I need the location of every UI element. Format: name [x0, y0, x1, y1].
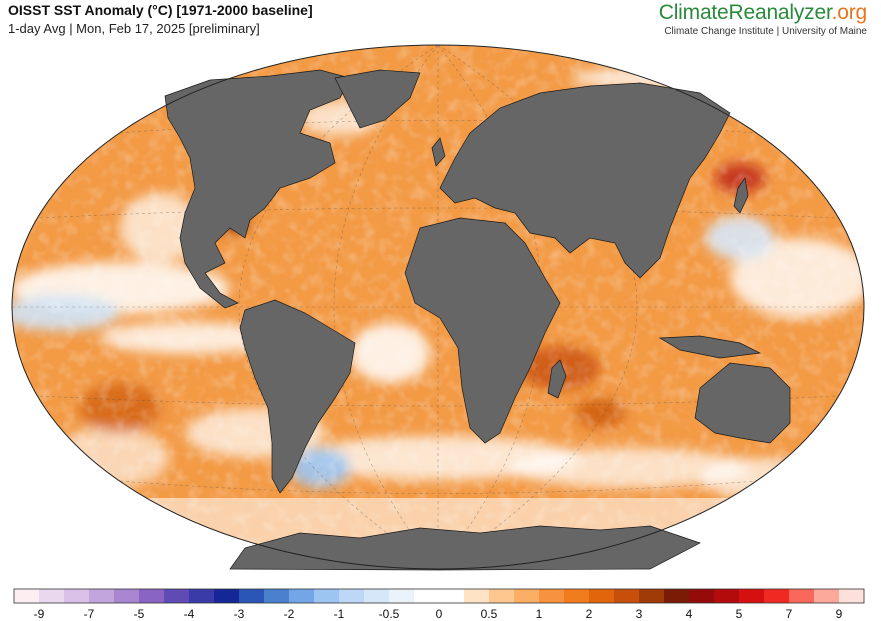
japan	[733, 177, 749, 214]
legend-swatch	[264, 589, 290, 603]
legend-tick-label: -9	[34, 607, 45, 621]
greenland	[334, 69, 421, 129]
legend-swatch	[89, 589, 115, 603]
legend-tick-label: -7	[84, 607, 95, 621]
legend-tick-label: 9	[836, 607, 843, 621]
legend-tick-label: -3	[234, 607, 245, 621]
legend-swatch	[489, 589, 515, 603]
legend-swatch	[689, 589, 715, 603]
legend-swatch	[64, 589, 90, 603]
brand-name: ClimateReanalyzer	[658, 1, 832, 24]
globe-outline	[11, 44, 865, 570]
legend-swatch	[664, 589, 690, 603]
legend-tick-labels: -9 -7 -5 -4 -3 -2 -1 -0.5 0 0.5 1 2 3 4 5 7 9	[34, 607, 843, 621]
brand-domain: .org	[831, 1, 868, 24]
indonesia	[658, 335, 762, 359]
legend-tick-label: 7	[786, 607, 793, 621]
sst-anomaly-map	[11, 44, 865, 571]
legend-tick-label: -4	[184, 607, 195, 621]
legend-tick-label: 4	[686, 607, 693, 621]
legend-swatch	[539, 589, 565, 603]
legend-swatches	[14, 589, 865, 603]
legend-swatch	[514, 589, 540, 603]
legend-swatch	[589, 589, 615, 603]
brand-logo[interactable]: ClimateReanalyzer.org	[659, 1, 867, 25]
legend-swatch	[789, 589, 815, 603]
legend-swatch	[164, 589, 190, 603]
europe-asia	[439, 82, 731, 279]
legend-swatch	[139, 589, 165, 603]
brand-tagline: Climate Change Institute | University of…	[664, 26, 867, 37]
legend-swatch	[214, 589, 240, 603]
legend-swatch	[289, 589, 315, 603]
land-layer	[164, 69, 791, 571]
legend-swatch	[839, 589, 865, 603]
legend-swatch	[239, 589, 265, 603]
legend-swatch	[614, 589, 640, 603]
legend-swatch	[739, 589, 765, 603]
legend-swatch	[339, 589, 365, 603]
north-america	[164, 69, 351, 309]
legend-tick-label: -5	[134, 607, 145, 621]
australia	[694, 362, 791, 444]
legend-tick-label: 5	[736, 607, 743, 621]
legend-tick-label: 2	[586, 607, 593, 621]
legend-swatch	[364, 589, 390, 603]
legend-swatch	[764, 589, 790, 603]
legend-swatch	[389, 589, 415, 603]
south-america	[239, 299, 356, 494]
legend-tick-label: -2	[284, 607, 295, 621]
legend-tick-label: 0.5	[481, 607, 498, 621]
legend-tick-label: -0.5	[379, 607, 400, 621]
antarctica	[229, 525, 701, 571]
legend-swatch	[14, 589, 40, 603]
madagascar	[547, 359, 567, 399]
legend-swatch	[464, 589, 490, 603]
legend-tick-label: 3	[636, 607, 643, 621]
legend-tick-label: -1	[334, 607, 345, 621]
legend-swatch	[564, 589, 590, 603]
legend-tick-label: 0	[436, 607, 443, 621]
color-legend: -9 -7 -5 -4 -3 -2 -1 -0.5 0 0.5 1 2 3 4 5 7 9	[13, 588, 865, 621]
legend-swatch	[439, 589, 465, 603]
legend-swatch	[714, 589, 740, 603]
page-title: OISST SST Anomaly (°C) [1971-2000 baseli…	[8, 2, 313, 18]
legend-swatch	[314, 589, 340, 603]
legend-swatch	[814, 589, 840, 603]
legend-swatch	[39, 589, 65, 603]
legend-border	[13, 588, 865, 604]
legend-swatch	[414, 589, 440, 603]
africa	[404, 217, 561, 444]
legend-swatch	[114, 589, 140, 603]
legend-swatch	[189, 589, 215, 603]
legend-tick-label: 1	[536, 607, 543, 621]
page-subtitle: 1-day Avg | Mon, Feb 17, 2025 [prelimina…	[8, 21, 260, 36]
legend-swatch	[639, 589, 665, 603]
british-isles	[431, 137, 446, 167]
